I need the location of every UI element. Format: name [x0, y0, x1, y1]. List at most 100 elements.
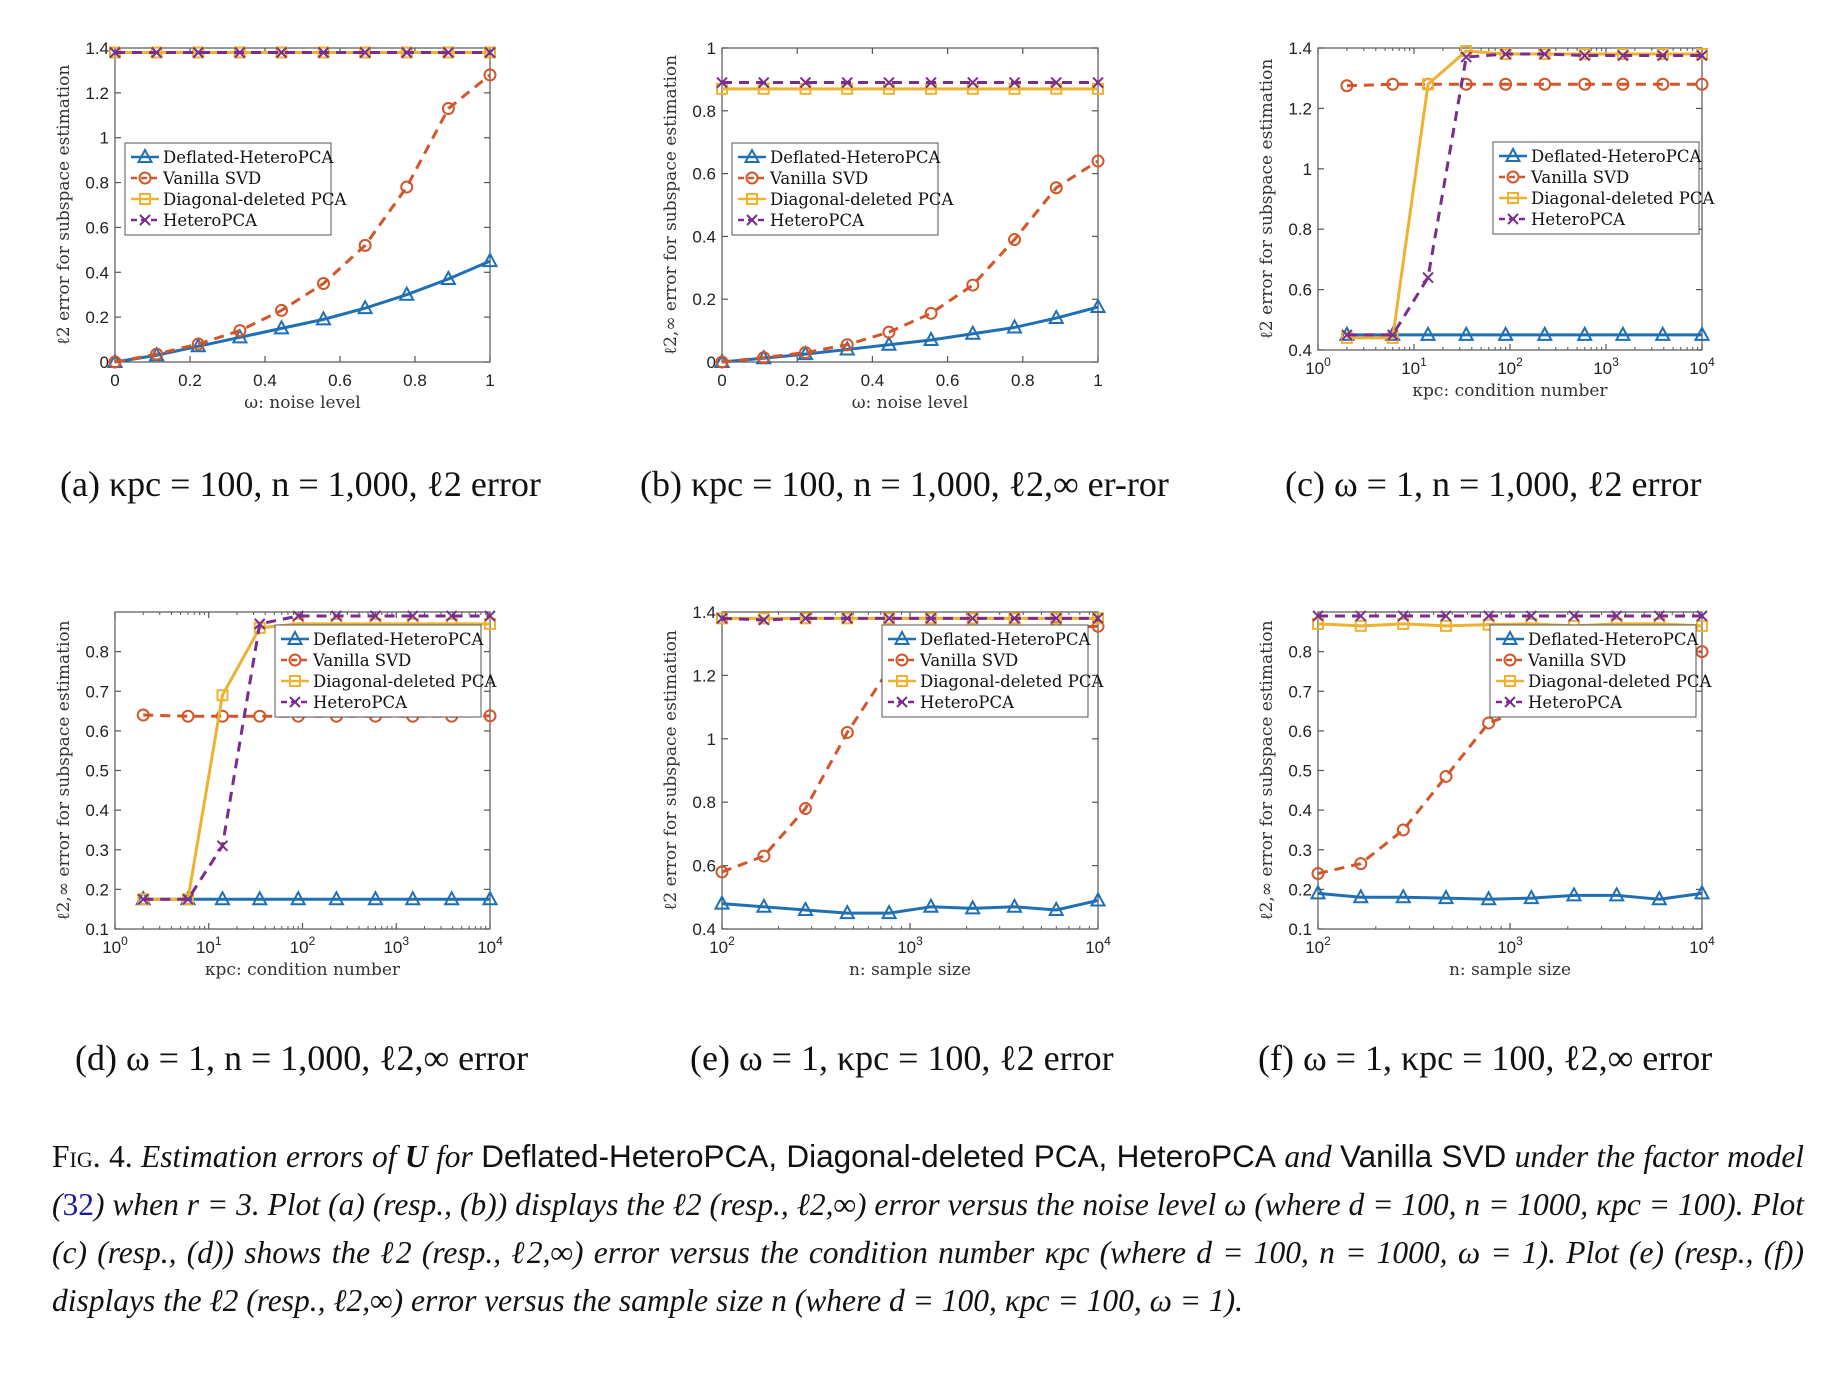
data-point-diagonal	[1397, 617, 1410, 630]
legend-label-deflated: Deflated-HeteroPCA	[313, 630, 484, 649]
x-tick-label: 0.8	[1011, 371, 1035, 390]
data-point-hetero	[1696, 610, 1708, 622]
y-tick-label: 0.8	[85, 643, 109, 662]
x-tick-label: 100	[102, 934, 128, 957]
chart-svg-b: 0 0.2 0.4 0.6 0.8 1 0 0.2 0.4 0.6 0.8 1 ω: noise lev…	[661, 39, 1107, 413]
legend: Deflated-HeteroPCA Vanilla SVD Diagonal-de…	[1489, 624, 1712, 718]
data-point-hetero	[234, 46, 246, 59]
plot-area-a: 0 0.2 0.4 0.6 0.8 1 0 0.2 0.4 0.6 0.8 1 1.2 1.4 ω: noi…	[54, 39, 499, 413]
data-point-vanilla	[1354, 857, 1368, 871]
x-tick-label: 103	[1497, 934, 1523, 957]
legend: Deflated-HeteroPCA Vanilla SVD Diagonal-de…	[124, 142, 347, 236]
caption-reference-link[interactable]: 32	[62, 1187, 95, 1222]
data-point-hetero	[1008, 76, 1021, 89]
chart-svg-e: 102 103 104 0.4 0.6 0.8 1 1.2 1.4 n: sample size ℓ…	[661, 603, 1111, 980]
caption-part-2: for	[436, 1139, 473, 1174]
data-point-deflated	[1651, 890, 1668, 906]
data-point-diagonal	[1422, 78, 1435, 91]
data-point-deflated	[356, 299, 374, 315]
y-tick-label: 1.4	[1288, 39, 1312, 58]
data-point-hetero	[1499, 48, 1512, 60]
legend-marker-hetero	[1504, 696, 1516, 708]
legend-label-vanilla: Vanilla SVD	[1527, 651, 1626, 670]
data-point-vanilla	[966, 278, 980, 292]
caption-part-4: under the factor model (	[52, 1139, 1805, 1222]
y-tick-label: 0.4	[85, 263, 109, 282]
data-point-vanilla	[191, 337, 205, 351]
data-point-deflated	[922, 330, 940, 347]
data-point-deflated	[797, 900, 814, 916]
y-tick-label: 0.6	[692, 857, 716, 876]
data-point-deflated	[1089, 891, 1107, 907]
series-deflated	[1338, 325, 1711, 341]
series-vanilla	[108, 68, 497, 369]
data-point-deflated	[1608, 886, 1625, 902]
legend: Deflated-HeteroPCA Vanilla SVD Diagonal-de…	[1492, 141, 1715, 235]
y-tick-label: 0.7	[1288, 682, 1312, 701]
data-point-diagonal	[1616, 48, 1629, 61]
data-point-deflated	[273, 319, 290, 335]
legend-marker-deflated	[286, 629, 304, 645]
y-tick-label: 0.5	[1288, 762, 1312, 781]
x-tick-label: 0.6	[328, 371, 352, 390]
data-point-deflated	[1654, 325, 1671, 341]
y-tick-label: 0.4	[1288, 341, 1312, 360]
x-tick-label: 102	[1305, 934, 1331, 957]
x-tick-label: 1	[485, 371, 494, 390]
data-point-diagonal	[1354, 619, 1367, 632]
legend-marker-vanilla	[895, 653, 909, 667]
data-point-deflated	[1006, 318, 1023, 334]
data-point-deflated	[1048, 900, 1065, 916]
legend-label-vanilla: Vanilla SVD	[919, 651, 1018, 670]
data-point-vanilla	[1091, 154, 1105, 168]
plot-area-d: 100 101 102 103 104 0.1 0.2 0.3 0.4 0.5 0.6 0.7 0.8 κ…	[54, 610, 503, 980]
data-point-deflated	[1693, 884, 1711, 900]
data-point-hetero	[1050, 76, 1062, 89]
data-point-hetero	[1386, 329, 1399, 341]
data-point-vanilla	[840, 338, 854, 352]
data-point-hetero	[1482, 610, 1495, 622]
series-line-deflated	[114, 259, 491, 364]
data-point-hetero	[330, 610, 343, 622]
series-hetero	[1312, 610, 1708, 622]
y-tick-label: 1	[1303, 160, 1312, 179]
series-hetero	[109, 46, 496, 59]
legend-marker-deflated	[136, 147, 154, 163]
data-point-diagonal	[1696, 48, 1708, 61]
legend-marker-hetero	[896, 696, 908, 708]
series-deflated	[1309, 884, 1711, 906]
y-tick-label: 0.7	[85, 682, 109, 701]
data-point-vanilla	[317, 277, 330, 290]
data-point-hetero	[317, 46, 330, 59]
legend-marker-vanilla	[288, 653, 302, 667]
series-vanilla	[715, 154, 1105, 369]
legend-label-vanilla: Vanilla SVD	[312, 651, 411, 670]
data-point-vanilla	[1538, 77, 1552, 91]
series-hetero	[716, 76, 1104, 89]
data-point-hetero	[1092, 76, 1104, 89]
y-tick-label: 0.8	[1288, 643, 1312, 662]
x-tick-label: 100	[1305, 355, 1331, 378]
data-point-hetero	[1657, 49, 1669, 62]
data-point-deflated	[1480, 890, 1497, 906]
legend-label-deflated: Deflated-HeteroPCA	[1528, 630, 1699, 649]
data-point-hetero	[137, 893, 149, 905]
data-point-deflated	[443, 890, 460, 906]
legend-marker-vanilla	[745, 171, 759, 185]
data-point-vanilla	[400, 180, 414, 194]
series-line-vanilla	[1346, 82, 1702, 88]
data-point-hetero	[401, 46, 413, 59]
data-point-hetero	[1341, 329, 1353, 341]
legend-label-vanilla: Vanilla SVD	[162, 169, 261, 188]
x-tick-label: 0.8	[403, 371, 427, 390]
x-tick-label: 104	[1085, 934, 1111, 957]
data-point-deflated	[1523, 888, 1540, 905]
data-point-deflated	[251, 890, 268, 906]
data-point-deflated	[880, 904, 898, 920]
y-tick-label: 0.2	[1288, 880, 1312, 899]
legend-label-diagonal: Diagonal-deleted PCA	[1528, 672, 1712, 691]
y-tick-label: 1	[707, 730, 716, 749]
series-line-deflated	[721, 305, 1099, 364]
y-tick-label: 0.8	[85, 174, 109, 193]
chart-svg-d: 100 101 102 103 104 0.1 0.2 0.3 0.4 0.5 0.6 0.7 0.8 κ…	[54, 610, 503, 980]
